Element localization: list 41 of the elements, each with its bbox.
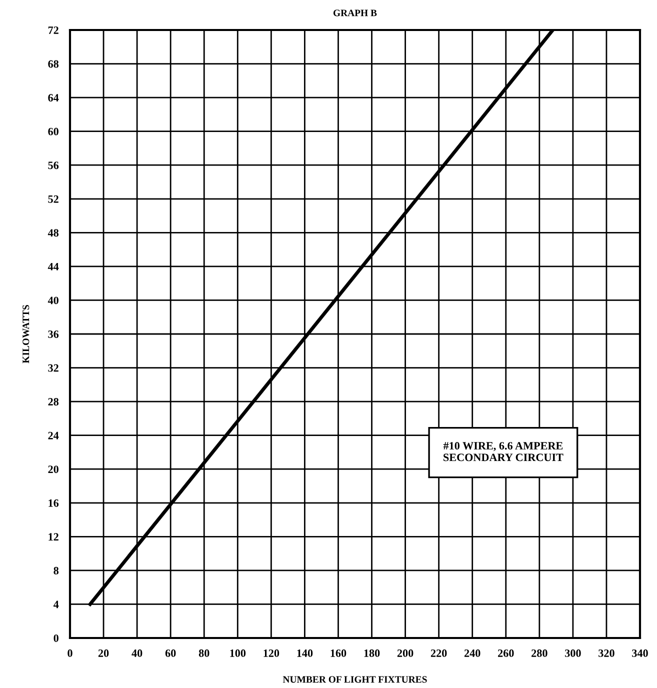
x-tick-label: 40: [132, 649, 142, 657]
x-tick-label: 140: [297, 649, 313, 657]
y-tick-label: 28: [48, 398, 59, 406]
x-tick-label: 160: [330, 649, 346, 657]
chart-title: GRAPH B: [333, 10, 377, 16]
x-tick-label: 200: [397, 649, 414, 657]
y-tick-label: 44: [48, 262, 59, 270]
y-tick-label: 64: [48, 94, 59, 102]
y-tick-label: 36: [48, 330, 59, 338]
x-tick-label: 80: [198, 649, 210, 657]
y-tick-label: 52: [48, 195, 58, 203]
x-tick-label: 240: [464, 649, 480, 657]
x-tick-label: 300: [565, 649, 581, 657]
y-tick-label: 32: [48, 364, 58, 372]
x-tick-label: 60: [165, 649, 176, 657]
y-tick-label: 16: [48, 499, 59, 507]
y-tick-label: 72: [48, 26, 58, 34]
x-tick-label: 280: [532, 649, 548, 657]
y-tick-label: 56: [48, 162, 59, 170]
x-tick-label: 220: [430, 649, 447, 657]
y-axis-title: KILOWATTS: [22, 305, 30, 364]
x-tick-label: 340: [632, 649, 648, 657]
y-tick-label: 4: [53, 600, 59, 608]
y-tick-label: 48: [48, 229, 59, 237]
y-tick-label: 24: [48, 432, 59, 440]
y-tick-label: 0: [54, 634, 58, 642]
y-tick-label: 20: [48, 466, 58, 474]
x-tick-label: 120: [264, 649, 280, 657]
y-tick-label: 60: [48, 128, 58, 136]
x-tick-label: 20: [98, 649, 109, 657]
x-tick-label: 320: [598, 649, 614, 657]
x-tick-label: 0: [68, 649, 72, 657]
x-tick-label: 180: [364, 649, 380, 657]
annotation: #10 WIRE, 6.6 AMPERE SECONDARY CIRCUIT: [443, 442, 564, 462]
x-tick-label: 260: [498, 649, 514, 657]
x-tick-label: 100: [230, 649, 246, 657]
y-tick-label: 8: [54, 566, 59, 574]
y-tick-label: 40: [48, 296, 58, 304]
x-axis-title: NUMBER OF LIGHT FIXTURES: [282, 676, 427, 683]
y-tick-label: 68: [48, 60, 59, 68]
y-tick-label: 12: [48, 533, 58, 541]
